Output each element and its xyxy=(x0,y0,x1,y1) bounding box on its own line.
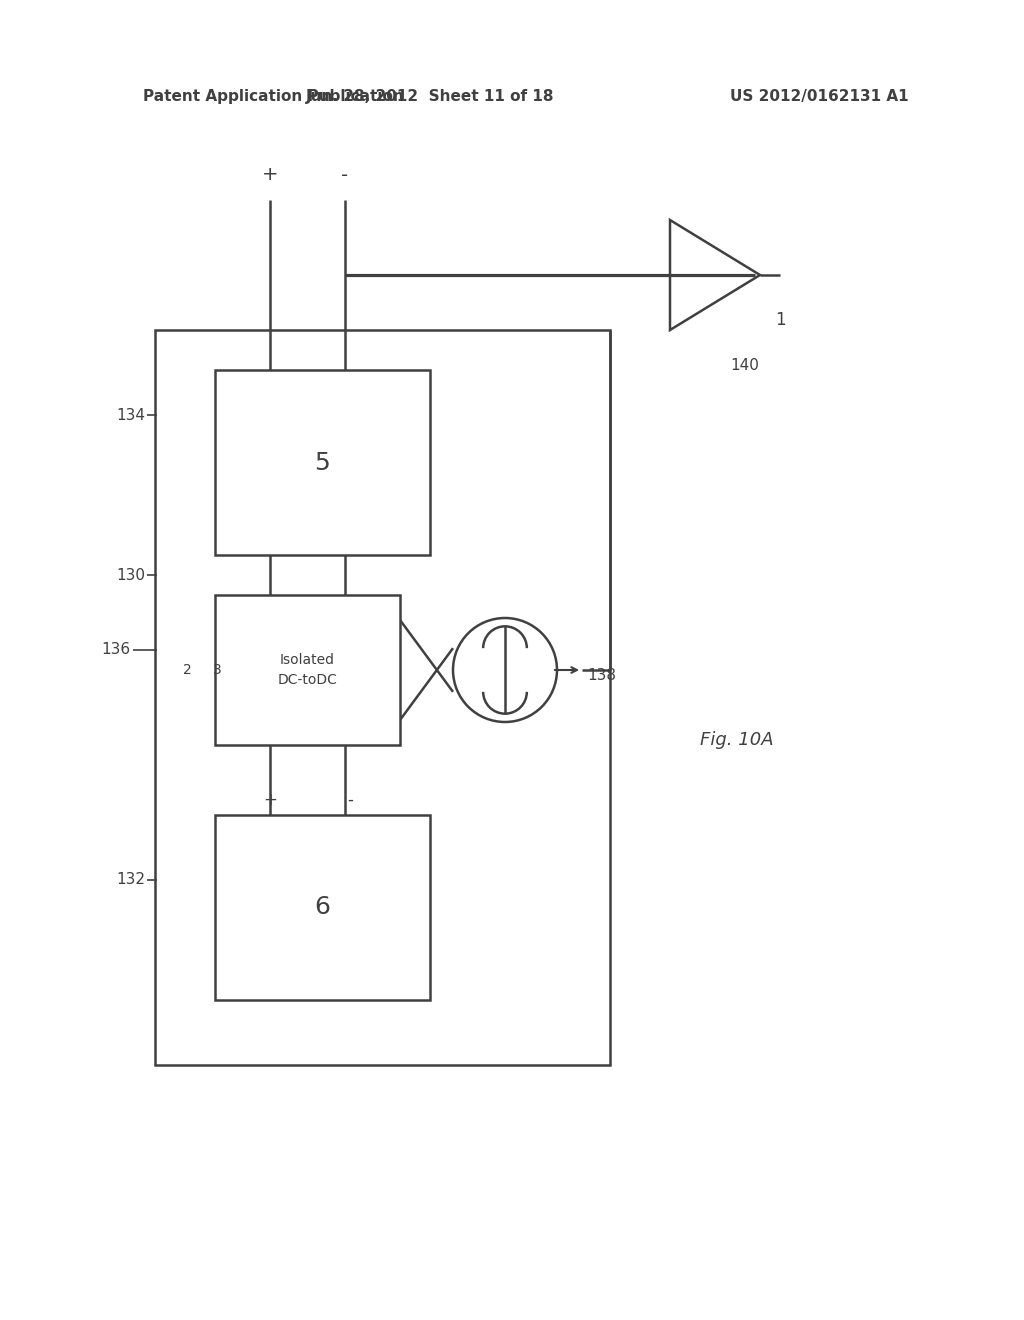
Text: DC-toDC: DC-toDC xyxy=(278,673,338,686)
Text: 3: 3 xyxy=(213,663,221,677)
Text: 5: 5 xyxy=(314,450,331,474)
Bar xyxy=(215,370,430,554)
Text: -: - xyxy=(341,165,348,185)
Text: +: + xyxy=(263,791,276,809)
Text: 136: 136 xyxy=(101,643,130,657)
Text: 2: 2 xyxy=(182,663,191,677)
Bar xyxy=(215,595,400,744)
Text: 1: 1 xyxy=(775,312,785,329)
Text: -: - xyxy=(347,791,353,809)
Text: 6: 6 xyxy=(314,895,331,920)
Text: 132: 132 xyxy=(116,873,145,887)
Text: Patent Application Publication: Patent Application Publication xyxy=(143,90,403,104)
Text: Fig. 10A: Fig. 10A xyxy=(700,731,773,748)
Text: Isolated: Isolated xyxy=(280,653,335,667)
Text: 140: 140 xyxy=(730,358,759,372)
Text: 138: 138 xyxy=(587,668,616,682)
Text: +: + xyxy=(262,165,279,185)
Text: 130: 130 xyxy=(116,568,145,582)
Text: US 2012/0162131 A1: US 2012/0162131 A1 xyxy=(730,90,908,104)
Text: 134: 134 xyxy=(116,408,145,422)
Bar xyxy=(215,814,430,1001)
Bar xyxy=(155,330,610,1065)
Text: Jun. 28, 2012  Sheet 11 of 18: Jun. 28, 2012 Sheet 11 of 18 xyxy=(306,90,554,104)
